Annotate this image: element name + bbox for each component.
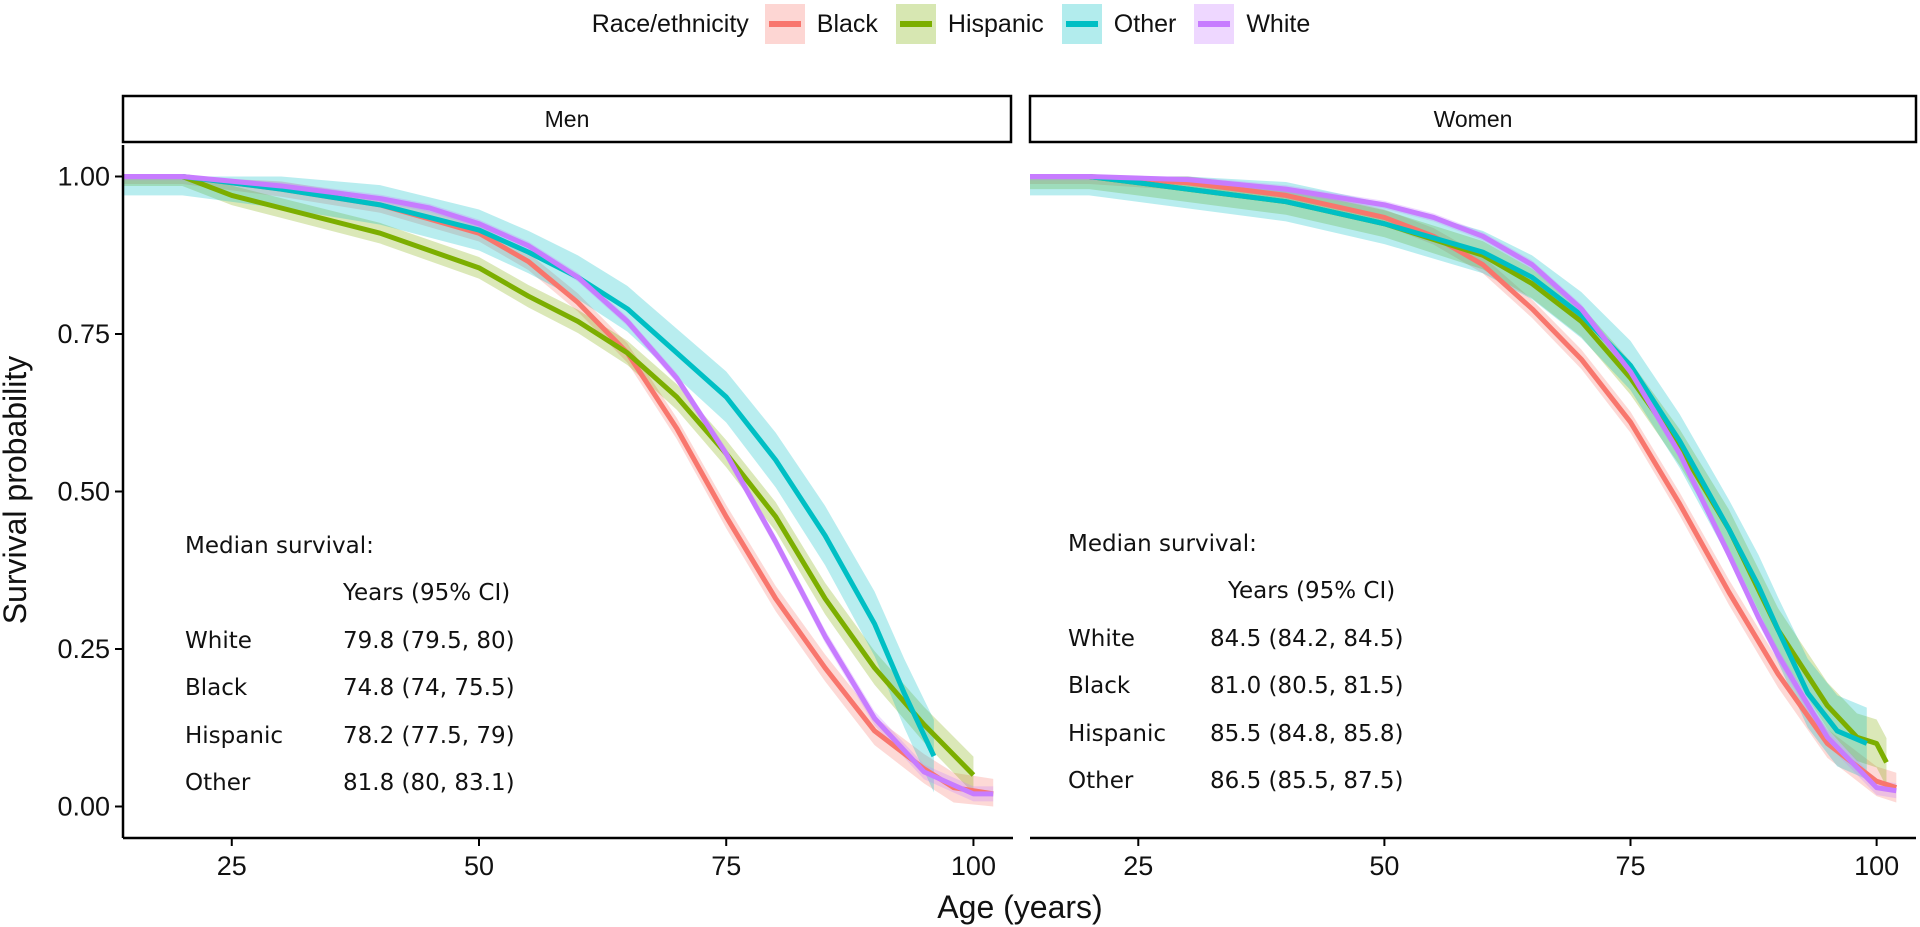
annotation-group: Other: [1068, 768, 1134, 794]
annotation-value: 85.5 (84.8, 85.8): [1210, 721, 1404, 747]
legend-label: Other: [1113, 9, 1177, 38]
legend-line: [1198, 21, 1231, 27]
annotation-value: 79.8 (79.5, 80): [343, 628, 515, 654]
x-tick-label: 50: [1369, 851, 1399, 881]
y-tick-label: 0.25: [57, 634, 110, 664]
ci-band-white: [1030, 176, 1897, 799]
annotation-value: 81.8 (80, 83.1): [343, 770, 515, 796]
legend-line: [899, 21, 932, 27]
legend-label: Black: [816, 9, 878, 38]
y-tick-label: 0.75: [57, 319, 110, 349]
series-layer: [123, 174, 994, 807]
annotation-value: 86.5 (85.5, 87.5): [1210, 768, 1404, 794]
survival-line-white: [123, 174, 994, 797]
legend-label: Hispanic: [947, 9, 1044, 38]
annotation-title: Median survival:: [185, 533, 374, 559]
annotation-header: Years (95% CI): [342, 580, 510, 606]
legend-title: Race/ethnicity: [591, 9, 749, 38]
legend-key-white: [1194, 4, 1235, 44]
series-layer: [1030, 174, 1898, 803]
legend-key-other: [1061, 4, 1102, 44]
y-tick-label: 1.00: [57, 162, 110, 192]
legend-label: White: [1246, 9, 1311, 38]
annotation-value: 84.5 (84.2, 84.5): [1210, 626, 1404, 652]
legend: Race/ethnicity Black Hispanic Other Whit…: [0, 4, 1920, 44]
x-tick-label: 100: [951, 851, 996, 881]
survival-line-black: [1030, 174, 1898, 790]
legend-line: [1065, 21, 1098, 27]
ci-band-hispanic: [123, 176, 974, 794]
y-tick-label: 0.50: [57, 477, 110, 507]
x-tick-label: 100: [1854, 851, 1899, 881]
panel-men: Men 25 50 75 100 Median survival: Years (95…: [121, 94, 1013, 881]
annotation-group: White: [185, 628, 252, 654]
annotation-value: 74.8 (74, 75.5): [343, 675, 515, 701]
ci-band-black: [1030, 176, 1897, 803]
strip-label: Women: [1434, 106, 1513, 132]
x-tick-label: 75: [1615, 851, 1645, 881]
strip-box: [1028, 94, 1918, 144]
x-tick-label: 75: [711, 851, 741, 881]
annotation-group: Hispanic: [185, 723, 283, 749]
annotation-group: White: [1068, 626, 1135, 652]
y-ticks: 0.00 0.25 0.50 0.75 1.00: [57, 162, 123, 822]
annotation-group: Hispanic: [1068, 721, 1166, 747]
ticks-layer: 25 50 75 100: [217, 838, 996, 881]
legend-key-hispanic: [895, 4, 936, 44]
legend-line: [768, 21, 801, 27]
legend-item-black: Black: [764, 4, 878, 44]
legend-item-other: Other: [1061, 4, 1177, 44]
survival-line-hispanic: [123, 174, 976, 777]
legend-key-black: [764, 4, 805, 44]
x-tick-label: 25: [1123, 851, 1153, 881]
ticks-layer: 25 50 75 100: [1123, 838, 1899, 881]
ci-band-other: [1030, 176, 1867, 780]
panel-women: Women 25 50 75 100 Median survival: Years (…: [1028, 94, 1918, 881]
legend-item-white: White: [1194, 4, 1310, 44]
ci-band-hispanic: [1030, 176, 1887, 787]
annotation-value: 78.2 (77.5, 79): [343, 723, 515, 749]
x-tick-label: 50: [464, 851, 494, 881]
ci-band-black: [123, 176, 994, 807]
annotation-group: Black: [185, 675, 248, 701]
strip-box: [121, 94, 1013, 144]
median-survival-table: Median survival: Years (95% CI) White 84…: [1068, 531, 1404, 794]
x-tick-label: 25: [217, 851, 247, 881]
survival-line-other: [123, 174, 937, 758]
x-axis-title: Age (years): [937, 889, 1102, 925]
annotation-header: Years (95% CI): [1227, 578, 1395, 604]
y-tick-label: 0.00: [57, 792, 110, 822]
annotation-title: Median survival:: [1068, 531, 1257, 557]
annotation-group: Black: [1068, 673, 1131, 699]
median-survival-table: Median survival: Years (95% CI) White 79…: [185, 533, 515, 796]
legend-item-hispanic: Hispanic: [895, 4, 1044, 44]
annotation-value: 81.0 (80.5, 81.5): [1210, 673, 1404, 699]
strip-label: Men: [545, 106, 590, 132]
survival-line-white: [1030, 174, 1897, 794]
y-axis-title: Survival probability: [0, 356, 33, 625]
annotation-group: Other: [185, 770, 251, 796]
